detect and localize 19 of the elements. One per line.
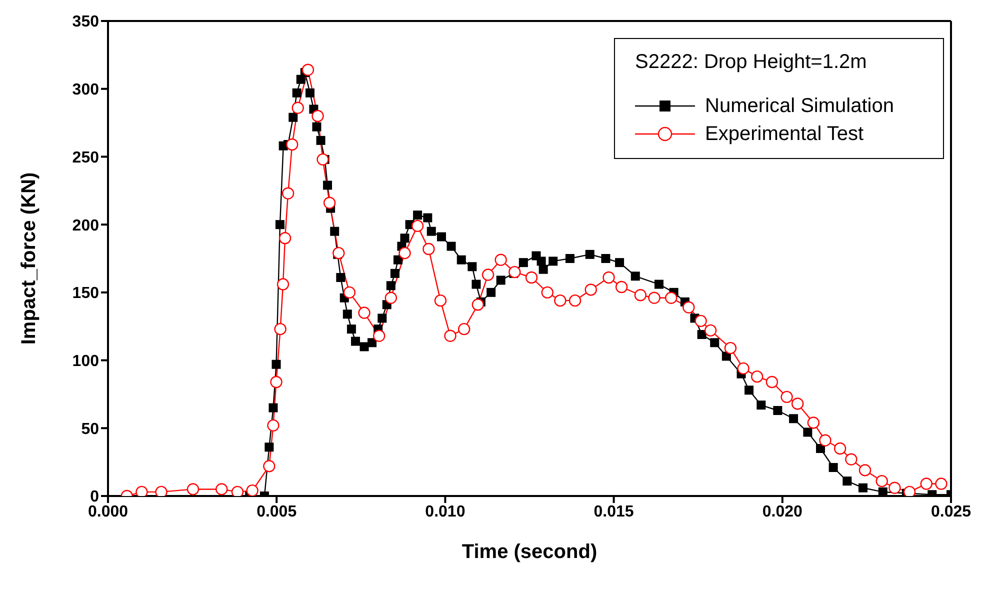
x-tick-label: 0.005 (256, 503, 297, 520)
y-tick-label: 350 (72, 14, 100, 31)
legend-label: Numerical Simulation (705, 94, 894, 118)
x-tick-label: 0.000 (88, 503, 128, 520)
y-tick-label: 150 (72, 285, 100, 302)
legend-title: S2222: Drop Height=1.2m (635, 51, 868, 74)
x-tick-label: 0.015 (594, 503, 634, 520)
y-axis-title: Impact_force (KN) (18, 172, 40, 345)
y-tick-label: 200 (72, 217, 100, 234)
x-tick-label: 0.025 (930, 503, 972, 520)
legend-label: Experimental Test (705, 122, 864, 146)
y-tick-label: 50 (81, 420, 100, 438)
x-tick-label: 0.010 (425, 503, 466, 520)
x-tick-label: 0.020 (762, 503, 803, 520)
y-tick-label: 300 (72, 82, 100, 99)
y-tick-label: 100 (72, 352, 100, 370)
x-axis-title: Time (second) (462, 541, 598, 563)
y-tick-label: 0 (90, 488, 100, 506)
y-tick-label: 250 (72, 149, 100, 166)
